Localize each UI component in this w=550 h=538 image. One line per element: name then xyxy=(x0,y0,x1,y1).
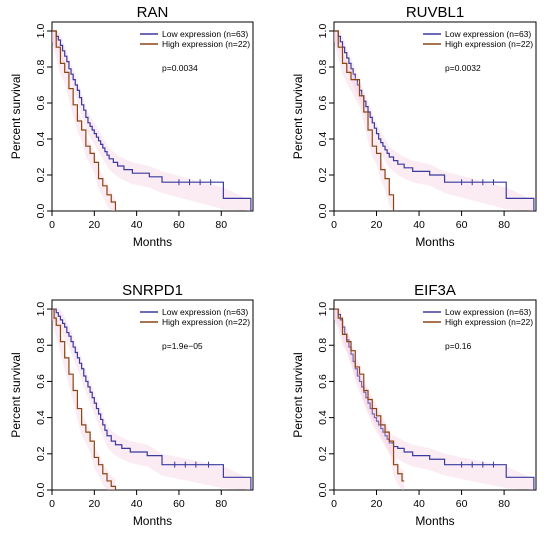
y-tick-label: 0.8 xyxy=(35,338,47,353)
y-tick-label: 0.2 xyxy=(317,168,329,183)
ci-band-2 xyxy=(52,31,116,211)
chart-title: EIF3A xyxy=(414,282,456,299)
x-tick-label: 20 xyxy=(88,219,100,231)
km-panel-2: RUVBL1 0.0 0.2 0.4 0.6 0.8 1.0 0 20 40 60 80 Months P… xyxy=(291,4,537,249)
y-tick-label: 0.6 xyxy=(317,374,329,389)
y-tick-label: 0.8 xyxy=(317,60,329,75)
x-axis-label: Months xyxy=(133,514,172,528)
x-tick-label: 80 xyxy=(215,219,227,231)
plot-frame xyxy=(51,21,254,212)
y-tick-label: 0.2 xyxy=(317,446,329,461)
y-tick-label: 1.0 xyxy=(35,24,47,39)
legend-label-1: Low expression (n=63) xyxy=(162,307,248,317)
y-tick-label: 0.2 xyxy=(35,446,47,461)
legend-label-1: Low expression (n=63) xyxy=(445,29,531,39)
x-tick-label: 60 xyxy=(173,219,185,231)
y-tick-label: 1.0 xyxy=(317,302,329,317)
y-axis-label: Percent survival xyxy=(9,352,23,437)
x-tick-label: 40 xyxy=(131,219,143,231)
p-value: p=0.16 xyxy=(445,341,472,351)
ci-band-1 xyxy=(334,309,534,490)
y-axis-label: Percent survival xyxy=(9,74,23,159)
y-tick-label: 0.6 xyxy=(317,96,329,111)
survival-line-2 xyxy=(52,30,117,211)
x-axis-label: Months xyxy=(415,514,454,528)
legend-label-2: High expression (n=22) xyxy=(162,39,250,49)
x-tick-label: 20 xyxy=(371,498,383,510)
y-tick-label: 0.4 xyxy=(35,132,47,147)
y-tick-label: 0.2 xyxy=(35,168,47,183)
survival-line-1 xyxy=(52,30,252,211)
y-tick-label: 0.0 xyxy=(317,204,329,219)
y-tick-label: 0.4 xyxy=(317,410,329,425)
km-panel-3: SNRPD1 0.0 0.2 0.4 0.6 0.8 1.0 0 20 40 60 80 Months P… xyxy=(9,282,254,528)
y-tick-label: 0.6 xyxy=(35,96,47,111)
x-tick-label: 40 xyxy=(413,219,425,231)
x-tick-label: 80 xyxy=(215,498,227,510)
x-tick-label: 20 xyxy=(88,498,100,510)
x-tick-label: 40 xyxy=(131,498,143,510)
x-tick-label: 20 xyxy=(371,219,383,231)
y-tick-label: 1.0 xyxy=(317,24,329,39)
legend-label-2: High expression (n=22) xyxy=(445,317,533,327)
survival-line-2 xyxy=(334,308,405,482)
x-tick-label: 40 xyxy=(413,498,425,510)
x-tick-label: 80 xyxy=(498,219,510,231)
legend-label-2: High expression (n=22) xyxy=(162,317,250,327)
x-tick-label: 0 xyxy=(331,498,337,510)
x-tick-label: 60 xyxy=(173,498,185,510)
x-tick-label: 60 xyxy=(456,219,468,231)
survival-line-1 xyxy=(52,308,252,490)
ci-band-2 xyxy=(334,31,394,211)
chart-title: SNRPD1 xyxy=(122,282,183,299)
x-tick-label: 60 xyxy=(456,498,468,510)
legend-label-1: Low expression (n=63) xyxy=(445,307,531,317)
p-value: p=1.9e−05 xyxy=(162,341,203,351)
y-tick-label: 0.4 xyxy=(317,132,329,147)
plot-frame xyxy=(333,299,537,491)
y-axis-label: Percent survival xyxy=(291,352,305,437)
p-value: p=0.0034 xyxy=(162,63,198,73)
x-tick-label: 80 xyxy=(498,498,510,510)
plot-frame xyxy=(51,299,254,491)
legend-label-1: Low expression (n=63) xyxy=(162,29,248,39)
km-panel-4: EIF3A 0.0 0.2 0.4 0.6 0.8 1.0 0 20 40 60 80 Months Pe… xyxy=(291,282,537,528)
chart-title: RAN xyxy=(137,4,169,21)
y-tick-label: 0.0 xyxy=(35,204,47,219)
x-axis-label: Months xyxy=(415,235,454,249)
x-axis-label: Months xyxy=(133,235,172,249)
x-tick-label: 0 xyxy=(49,219,55,231)
ci-band-2 xyxy=(52,309,116,490)
survival-line-1 xyxy=(334,30,535,211)
km-panel-1: RAN 0.0 0.2 0.4 0.6 0.8 1.0 0 20 40 60 80 Months Perc… xyxy=(9,4,254,249)
y-tick-label: 0.0 xyxy=(317,483,329,498)
survival-line-2 xyxy=(334,30,395,211)
chart-title: RUVBL1 xyxy=(406,4,464,21)
x-tick-label: 0 xyxy=(331,219,337,231)
ci-band-1 xyxy=(52,31,251,211)
plot-frame xyxy=(333,21,537,212)
y-tick-label: 0.8 xyxy=(317,338,329,353)
legend-label-2: High expression (n=22) xyxy=(445,39,533,49)
y-tick-label: 0.0 xyxy=(35,483,47,498)
y-tick-label: 1.0 xyxy=(35,302,47,317)
y-axis-label: Percent survival xyxy=(291,74,305,159)
survival-line-2 xyxy=(52,308,117,490)
ci-band-1 xyxy=(52,309,251,490)
p-value: p=0.0032 xyxy=(445,63,481,73)
y-tick-label: 0.6 xyxy=(35,374,47,389)
y-tick-label: 0.8 xyxy=(35,60,47,75)
x-tick-label: 0 xyxy=(49,498,55,510)
y-tick-label: 0.4 xyxy=(35,410,47,425)
